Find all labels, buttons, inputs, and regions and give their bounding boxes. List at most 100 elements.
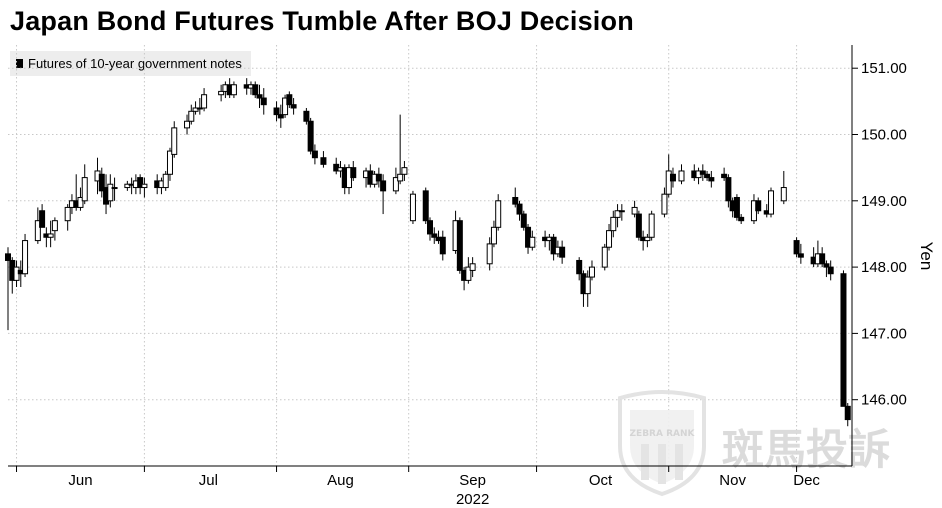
candle-79	[495, 194, 502, 231]
candle-107	[678, 164, 685, 185]
watermark-shield-text: ZEBRA RANK	[630, 429, 696, 439]
candle-51	[311, 144, 318, 165]
candle-53	[333, 157, 340, 175]
candle-body	[844, 405, 851, 421]
candle-body	[188, 110, 195, 122]
candle-body	[793, 240, 800, 255]
candle-body	[286, 94, 293, 106]
candle-body	[516, 203, 523, 215]
candles	[5, 78, 851, 427]
candle-body	[81, 177, 88, 202]
candle-114	[725, 174, 732, 208]
x-axis-ticks: Jun Jul Aug Sep Oct Nov Dec	[16, 466, 820, 489]
candle-45	[277, 104, 284, 128]
candle-96	[610, 210, 617, 238]
candle-46	[282, 94, 289, 118]
candle-body	[840, 273, 847, 407]
x-tick-label-4: Oct	[589, 472, 613, 489]
candle-52	[320, 151, 327, 168]
candle-61	[375, 167, 382, 188]
candle-body	[797, 253, 804, 258]
candle-35	[218, 84, 225, 102]
candle-body	[166, 150, 173, 175]
candle-28	[166, 147, 173, 181]
candle-body	[456, 220, 463, 271]
candle-body	[618, 210, 625, 213]
candle-67	[422, 187, 429, 225]
candle-109	[695, 167, 702, 185]
candle-body	[171, 127, 178, 155]
candle-body	[780, 187, 787, 202]
candle-body	[320, 157, 327, 165]
candle-body	[427, 220, 433, 235]
candle-body	[380, 180, 387, 192]
legend: Futures of 10-year government notes	[10, 51, 251, 76]
candle-body	[277, 114, 284, 119]
candle-94	[601, 243, 608, 271]
candle-57	[350, 161, 357, 181]
candle-body	[631, 206, 638, 215]
candle-89	[559, 240, 566, 264]
candle-98	[618, 204, 625, 221]
candle-body	[520, 213, 527, 228]
candle-64	[397, 114, 404, 185]
candle-body	[422, 190, 429, 222]
candle-body	[273, 107, 280, 116]
candle-95	[606, 224, 613, 251]
candle-112	[708, 170, 715, 188]
candle-93	[588, 260, 595, 281]
candle-62	[380, 174, 387, 215]
y-tick-label-1: 147.00	[861, 325, 907, 342]
candle-body	[47, 233, 54, 238]
candle-63	[392, 167, 399, 195]
candle-75	[465, 257, 472, 284]
candle-32	[192, 101, 199, 115]
axes	[8, 45, 853, 467]
candle-body	[137, 177, 144, 189]
candle-128	[823, 260, 830, 278]
candle-97	[614, 204, 621, 228]
candle-78	[490, 220, 497, 248]
candle-105	[665, 154, 672, 198]
candle-19	[111, 177, 118, 201]
candle-body	[282, 97, 289, 116]
candle-body	[465, 266, 472, 281]
candle-10	[64, 204, 71, 231]
candle-27	[162, 170, 169, 191]
candle-65	[401, 161, 408, 181]
y-tick-label-5: 151.00	[861, 60, 907, 77]
candle-14	[81, 164, 88, 205]
candle-body	[614, 210, 621, 218]
candle-body	[252, 84, 259, 96]
candle-30	[184, 114, 191, 135]
candle-20	[124, 180, 131, 191]
candle-body	[490, 226, 497, 245]
x-axis-year-label: 2022	[456, 491, 489, 508]
legend-swatch	[16, 59, 23, 68]
candle-body	[819, 253, 826, 265]
candle-9	[51, 217, 58, 241]
candle-77	[486, 237, 493, 271]
candle-76	[469, 257, 476, 278]
candle-body	[576, 259, 583, 275]
candle-body	[290, 104, 297, 109]
candle-48	[290, 98, 297, 115]
candle-body	[77, 196, 84, 208]
candle-body	[375, 173, 382, 182]
candle-body	[192, 107, 199, 112]
candle-body	[669, 173, 676, 182]
candle-122	[780, 170, 787, 205]
candle-body	[64, 206, 71, 222]
candle-34	[201, 88, 208, 112]
candle-121	[768, 187, 775, 218]
candle-90	[576, 257, 583, 281]
candle-0	[5, 247, 11, 331]
chart-title: Japan Bond Futures Tumble After BOJ Deci…	[10, 6, 634, 36]
candle-body	[529, 236, 536, 248]
candle-body	[827, 266, 834, 275]
candle-104	[661, 187, 668, 218]
candle-body	[98, 173, 105, 192]
candle-110	[699, 164, 706, 181]
candle-body	[392, 177, 399, 192]
y-axis-label: Yen	[917, 242, 936, 271]
